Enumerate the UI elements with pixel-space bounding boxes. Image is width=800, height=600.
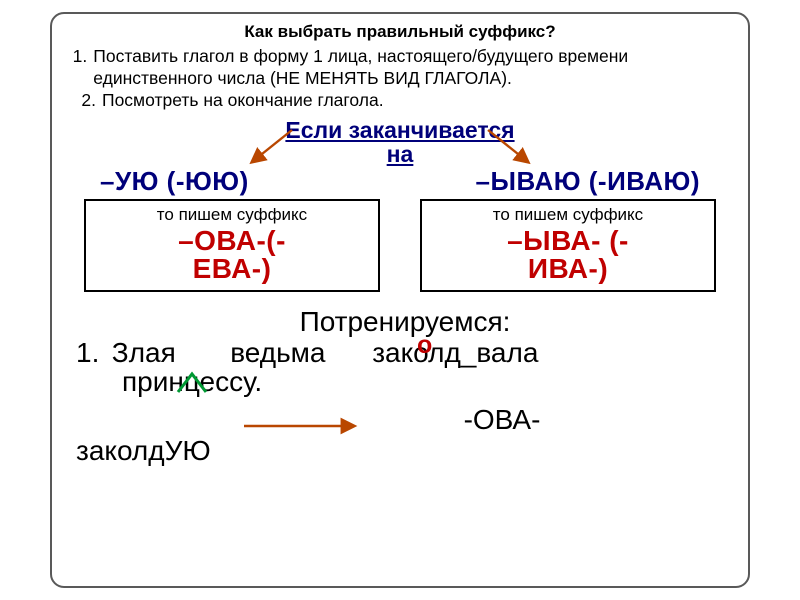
box-right-suf-l2: ИВА-): [528, 253, 608, 284]
suffix-boxes: то пишем суффикс –ОВА-(- ЕВА-) то пишем …: [70, 197, 730, 292]
step-2-text: Посмотреть на окончание глагола.: [102, 90, 384, 112]
step-2-num: 2.: [70, 90, 102, 112]
box-left-suf: –ОВА-(- ЕВА-): [92, 227, 372, 284]
condition-l1: Если заканчивается: [285, 117, 514, 143]
condition: Если заканчивается на: [70, 118, 730, 166]
step-1: 1. Поставить глагол в форму 1 лица, наст…: [70, 46, 730, 90]
answer-letter: о: [417, 332, 432, 360]
lesson-frame: Как выбрать правильный суффикс? 1. Поста…: [50, 12, 750, 588]
step-2: 2. Посмотреть на окончание глагола.: [70, 90, 730, 112]
steps-list: 1. Поставить глагол в форму 1 лица, наст…: [70, 46, 730, 112]
practice-heading: Потренируемся:: [70, 306, 730, 338]
practice-word-2: ведьма: [230, 337, 325, 368]
ova-text: -ОВА-: [364, 404, 541, 435]
condition-l2: на: [387, 141, 414, 167]
ending-left: –УЮ (-ЮЮ): [100, 166, 249, 197]
practice-item-1b: принцессу.: [70, 367, 730, 398]
ending-right: –ЫВАЮ (-ИВАЮ): [476, 166, 700, 197]
practice-word-3: заколд_вала: [372, 337, 538, 368]
suffix-box-right: то пишем суффикс –ЫВА- (- ИВА-): [420, 199, 716, 292]
step-1-num: 1.: [70, 46, 93, 90]
box-left-suf-l2: ЕВА-): [193, 253, 272, 284]
endings-row: –УЮ (-ЮЮ) –ЫВАЮ (-ИВАЮ): [70, 166, 730, 197]
box-right-suf-l1: –ЫВА- (-: [507, 225, 629, 256]
box-left-cap: то пишем суффикс: [92, 205, 372, 225]
practice-item-1: 1. Злая ведьма заколд_вала о: [70, 338, 730, 369]
title: Как выбрать правильный суффикс?: [70, 22, 730, 42]
box-right-suf: –ЫВА- (- ИВА-): [428, 227, 708, 284]
step-1-text: Поставить глагол в форму 1 лица, настоящ…: [93, 46, 730, 90]
transform-result: заколдУЮ: [70, 436, 730, 467]
practice-num: 1.: [76, 338, 104, 369]
suffix-box-left: то пишем суффикс –ОВА-(- ЕВА-): [84, 199, 380, 292]
ova-label: -ОВА-: [70, 404, 730, 436]
box-right-cap: то пишем суффикс: [428, 205, 708, 225]
practice-word-1: Злая: [112, 337, 176, 368]
box-left-suf-l1: –ОВА-(-: [178, 225, 286, 256]
